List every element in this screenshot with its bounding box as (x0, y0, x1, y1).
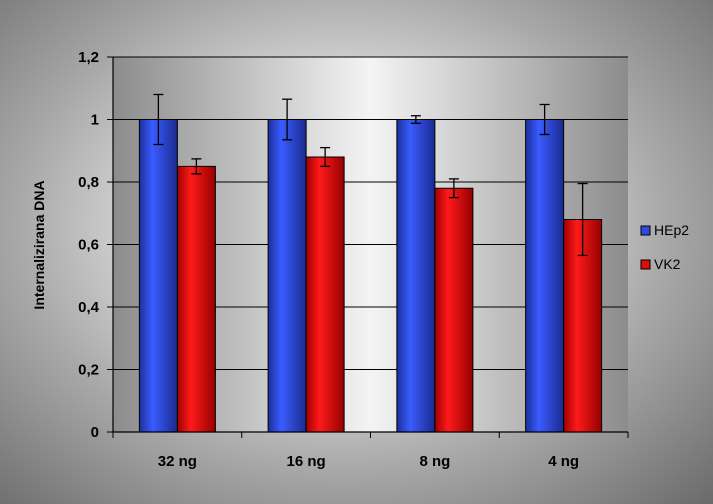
legend-label-vk2: VK2 (654, 256, 681, 272)
y-tick-label: 0,2 (78, 362, 99, 379)
y-tick-label: 0 (91, 424, 99, 441)
x-tick-label: 8 ng (419, 453, 450, 470)
bar-hep2-2 (396, 119, 436, 433)
y-tick-label: 0,6 (78, 237, 99, 254)
bar-hep2-3 (525, 119, 565, 433)
x-tick-label: 16 ng (287, 453, 326, 470)
y-tick-label: 1,2 (78, 49, 99, 66)
legend-label-hep2: HEp2 (654, 222, 689, 238)
legend-swatch-hep2 (640, 225, 651, 236)
bar-hep2-1 (267, 119, 307, 433)
x-tick-label: 32 ng (158, 453, 197, 470)
y-axis-title: Internalizirana DNA (31, 180, 47, 309)
bar-vk2-2 (434, 187, 474, 433)
legend: HEp2 VK2 (640, 222, 689, 272)
x-tick-label: 4 ng (548, 453, 579, 470)
y-tick-label: 1 (91, 112, 99, 129)
y-tick-label: 0,8 (78, 174, 99, 191)
bars (138, 93, 603, 433)
bar-vk2-1 (305, 156, 345, 433)
bar-hep2-0 (138, 119, 178, 433)
axes (107, 56, 629, 438)
legend-swatch-vk2 (640, 259, 651, 270)
y-tick-label: 0,4 (78, 299, 100, 316)
bar-vk2-0 (176, 165, 216, 433)
tick-labels: 0 0,2 0,4 0,6 0,8 1 1,2 32 ng 16 ng 8 ng 4 ng (78, 49, 579, 470)
